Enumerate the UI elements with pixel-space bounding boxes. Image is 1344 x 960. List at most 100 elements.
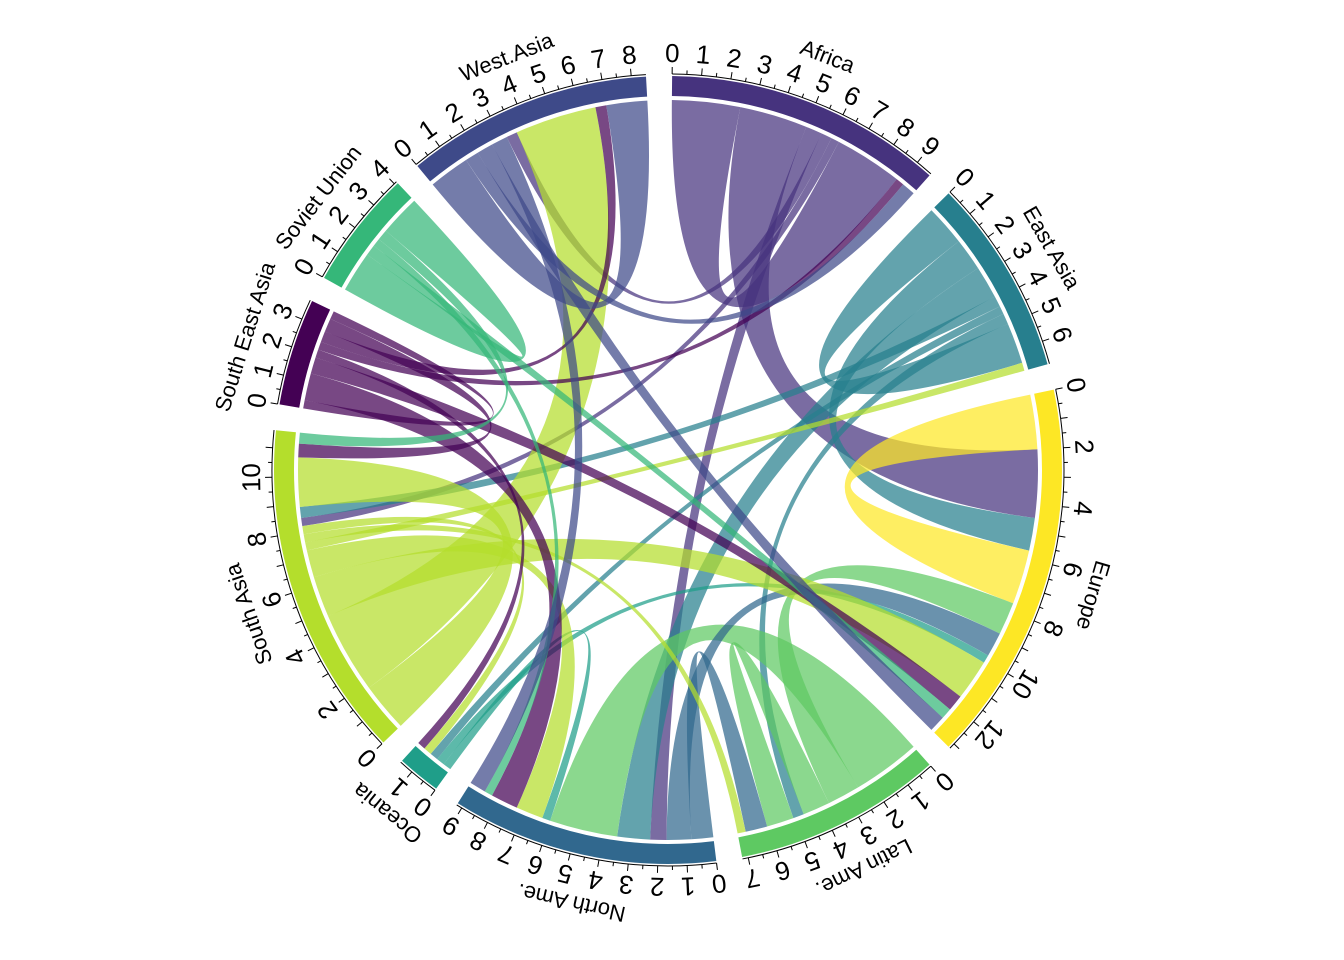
- axis-tick: [815, 96, 820, 103]
- axis-tick: [322, 673, 329, 678]
- tick-label: 7: [494, 838, 519, 871]
- axis-tick: [271, 520, 276, 523]
- axis-tick: [907, 784, 913, 791]
- axis-tick: [526, 840, 529, 845]
- tick-label: 0: [287, 253, 320, 280]
- tick-label: 5: [1034, 293, 1067, 318]
- axis-tick: [542, 86, 546, 94]
- tick-label: 2: [881, 803, 909, 836]
- chord-east-asia-to-east-asia: [819, 210, 1023, 395]
- tick-label: 8: [891, 111, 920, 144]
- axis-tick: [845, 823, 848, 828]
- axis-tick: [831, 830, 836, 837]
- sector-europe-axis: [949, 389, 1065, 749]
- axis-tick: [615, 73, 618, 78]
- sector-latin-ame-axis: [742, 765, 932, 860]
- axis-tick: [356, 721, 363, 727]
- axis-tick: [513, 97, 518, 105]
- tick-label: 8: [621, 39, 638, 70]
- axis-tick: [315, 273, 323, 278]
- axis-tick: [1058, 535, 1066, 538]
- axis-tick: [295, 315, 303, 320]
- sector-label-south-asia: South Asia: [219, 560, 277, 668]
- tick-label: 3: [468, 81, 494, 114]
- axis-tick: [472, 815, 475, 820]
- sector-oceania-axis: [400, 761, 436, 791]
- chords-layer: [297, 100, 1038, 841]
- axis-tick: [881, 132, 885, 137]
- tick-label: 7: [589, 43, 608, 75]
- sector-oceania-track: [402, 745, 448, 789]
- chord-soviet-union-to-soviet-union: [344, 200, 526, 362]
- tick-label: 6: [557, 49, 578, 82]
- chord-north-ame-to-latin-ame: [686, 651, 768, 840]
- axis-tick: [1058, 402, 1063, 405]
- axis-tick: [295, 620, 303, 625]
- axis-tick: [486, 109, 491, 117]
- tick-label: 0: [710, 868, 728, 900]
- axis-tick: [283, 359, 288, 362]
- tick-label: 2: [1069, 438, 1100, 454]
- sector-west-asia-track: [417, 76, 648, 182]
- axis-tick: [276, 372, 284, 376]
- sector-east-asia-track: [934, 193, 1048, 370]
- axis-tick: [973, 721, 980, 727]
- axis-tick: [331, 247, 338, 253]
- chord-south-east-asia-to-africa: [318, 179, 904, 386]
- axis-tick: [953, 743, 960, 750]
- tick-label: 0: [388, 132, 418, 164]
- tick-label: 6: [1057, 559, 1090, 580]
- axis-tick: [457, 807, 463, 815]
- axis-tick: [266, 506, 274, 508]
- sector-africa-track: [671, 76, 930, 191]
- sector-europe-track: [934, 389, 1062, 747]
- chord-south-asia-to-south-asia: [297, 457, 513, 726]
- axis-tick: [342, 236, 347, 240]
- chord-africa-to-north-ame: [650, 126, 822, 840]
- axis-tick: [557, 85, 560, 90]
- axis-tick: [292, 606, 297, 609]
- axis-tick: [424, 151, 429, 156]
- sector-south-east-asia-axis: [277, 299, 311, 405]
- axis-tick: [435, 140, 440, 147]
- axis-tick: [600, 72, 603, 80]
- axis-tick: [1048, 578, 1053, 581]
- tick-label: 1: [247, 359, 280, 380]
- sector-tracks-layer: [265, 67, 1071, 873]
- tick-label: 3: [266, 299, 299, 324]
- axis-tick: [460, 124, 465, 131]
- tick-label: 1: [695, 39, 712, 70]
- axis-tick: [893, 138, 899, 145]
- axis-tick: [1042, 338, 1050, 342]
- chord-africa-to-africa: [671, 100, 897, 308]
- tick-label: 1: [970, 185, 1002, 215]
- tick-label: 2: [649, 872, 664, 902]
- tick-label: 2: [440, 96, 468, 129]
- axis-tick: [276, 564, 284, 567]
- axis-tick: [804, 841, 808, 849]
- axis-tick: [276, 388, 281, 391]
- chord-latin-ame-to-latin-ame: [729, 642, 829, 827]
- axis-tick: [759, 77, 762, 85]
- axis-tick: [1031, 310, 1039, 315]
- tick-label: 0: [1060, 375, 1092, 395]
- axis-tick: [420, 780, 424, 785]
- axis-tick: [776, 850, 780, 858]
- axis-tick: [1037, 325, 1042, 328]
- tick-label: 5: [554, 858, 575, 891]
- axis-tick: [326, 261, 330, 265]
- axis-tick: [270, 535, 278, 538]
- sector-label-north-ame: North Ame.: [515, 879, 628, 927]
- axis-tick: [978, 222, 983, 226]
- chord-south-east-asia-to-north-ame: [304, 373, 562, 808]
- axis-tick: [996, 246, 1001, 250]
- tick-label: 7: [742, 862, 762, 894]
- chord-east-asia-to-europe: [829, 241, 1035, 551]
- axis-tick: [1055, 549, 1060, 552]
- axis-tick: [855, 117, 859, 122]
- sector-soviet-union-track: [324, 183, 412, 288]
- axis-tick: [787, 85, 791, 93]
- axis-tick: [501, 105, 504, 111]
- axis-tick: [963, 732, 968, 737]
